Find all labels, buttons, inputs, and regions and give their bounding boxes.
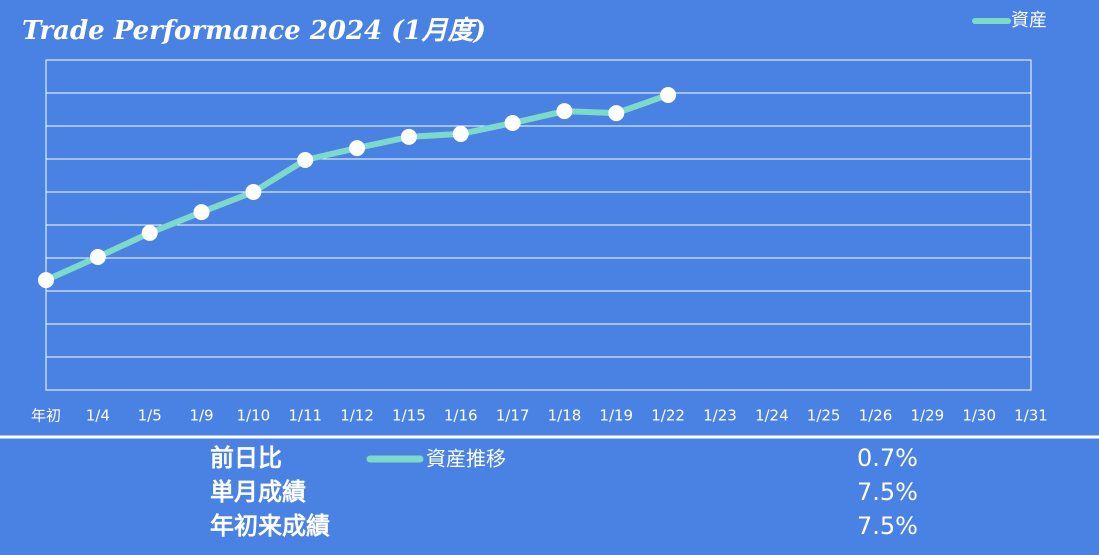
x-tick-label: 1/30 [962,407,996,425]
x-tick-label: 1/25 [807,407,841,425]
summary-value: 0.7% [857,444,918,472]
summary-legend: 資産推移 [426,447,506,471]
summary-value: 7.5% [857,512,918,540]
summary-value: 7.5% [857,478,918,506]
legend-label: 資産 [1011,10,1047,31]
summary-label: 単月成績 [210,478,306,506]
x-tick-label: 1/9 [189,407,213,425]
x-tick-label: 1/22 [651,407,685,425]
x-tick-label: 1/12 [340,407,374,425]
summary-label: 年初来成績 [210,512,330,540]
x-tick-label: 1/5 [138,407,162,425]
summary-label: 前日比 [210,444,282,472]
x-tick-label: 1/16 [444,407,478,425]
x-tick-label: 1/31 [1014,407,1048,425]
x-tick-label: 1/11 [288,407,322,425]
x-tick-label: 1/10 [237,407,271,425]
x-tick-label: 1/18 [548,407,582,425]
data-point [608,105,625,122]
data-point [38,272,54,289]
data-point [400,128,417,145]
x-tick-label: 1/17 [496,407,530,425]
data-point [141,224,158,241]
data-point [660,86,677,103]
data-point [297,151,314,168]
data-point [504,115,521,132]
x-tick-label: 年初 [31,407,61,425]
data-point [349,140,366,157]
x-tick-label: 1/26 [859,407,893,425]
data-point [89,249,106,266]
data-point [193,204,210,221]
x-tick-label: 1/24 [755,407,789,425]
x-tick-label: 1/29 [910,407,944,425]
x-tick-label: 1/4 [86,407,110,425]
data-point [245,184,262,200]
data-point [452,125,469,142]
x-tick-label: 1/19 [599,407,633,425]
x-tick-label: 1/15 [392,407,426,425]
data-point [556,103,573,120]
x-tick-label: 1/23 [703,407,737,425]
chart-title: Trade Performance 2024 (1月度) [22,16,486,46]
